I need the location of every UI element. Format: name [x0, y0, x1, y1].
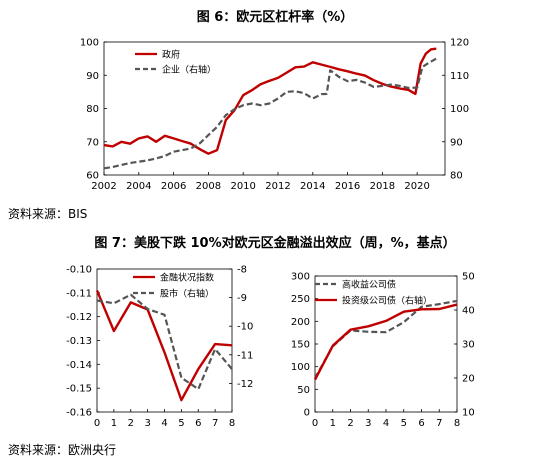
- fig7b-y-right-tick-label: 50: [462, 272, 475, 283]
- fig6-x-tick-label: 2010: [230, 181, 255, 192]
- fig7b-legend-label-0: 高收益公司债: [342, 279, 396, 291]
- fig7b-x-tick-label: 5: [401, 418, 407, 429]
- fig6-plot-frame: [103, 41, 446, 176]
- fig7b-x-tick-label: 7: [436, 418, 442, 429]
- fig6-y-left-tick-label: 60: [86, 171, 99, 182]
- fig7a-y-right-tick-label: -10: [237, 322, 253, 333]
- fig7a-series-line-0: [95, 289, 233, 402]
- fig6-legend-label-0: 政府: [162, 49, 180, 61]
- fig6-x-tick-label: 2012: [265, 181, 290, 192]
- figure7-source: 资料来源：欧洲央行: [8, 443, 117, 457]
- fig6-x-tick-label: 2004: [126, 181, 151, 192]
- fig7a-legend-label-0: 金融状况指数: [160, 272, 214, 284]
- fig7b-y-right-tick-label: 40: [462, 306, 475, 317]
- fig6-y-left-tick-label: 70: [86, 137, 99, 148]
- fig6-series-line-1: [103, 57, 437, 170]
- fig7b-y-right-tick-label: 20: [462, 374, 475, 385]
- fig6-x-tick-label: 2018: [370, 181, 395, 192]
- fig6-x-tick-label: 2008: [196, 181, 221, 192]
- fig7a-y-left-tick-label: -0.15: [66, 384, 92, 395]
- fig6-series-line-0: [103, 47, 437, 155]
- fig6-y-right-tick-label: 80: [450, 171, 463, 182]
- fig7a-legend-label-1: 股市（右轴）: [160, 288, 214, 300]
- fig6-y-left-tick-label: 80: [86, 104, 99, 115]
- figure7-title: 图 7：美股下跌 10%对欧元区金融溢出效应（周，%，基点）: [94, 236, 456, 251]
- fig6-y-right-tick-label: 120: [450, 38, 469, 49]
- fig6-legend-label-1: 企业（右轴）: [162, 64, 216, 76]
- fig7a-y-right-tick-label: -11: [237, 350, 253, 361]
- fig7b-x-tick-label: 8: [454, 418, 460, 429]
- fig6-x-tick-label: 2002: [91, 181, 116, 192]
- fig7b-y-left-tick-label: 300: [291, 272, 310, 283]
- fig7b-y-left-tick-label: 150: [291, 340, 310, 351]
- fig7a-y-right-tick-label: -8: [237, 265, 247, 276]
- fig7b-y-left-tick-label: 200: [291, 317, 310, 328]
- fig7a-series-line-1: [96, 293, 233, 391]
- fig7b-legend-label-1: 投资级公司债（右轴）: [342, 295, 432, 307]
- fig7b-y-left-tick-label: 50: [297, 385, 310, 396]
- fig7a-y-left-tick-label: -0.16: [66, 408, 92, 419]
- fig7a-x-tick-label: 7: [212, 418, 218, 429]
- fig7b-x-tick-label: 3: [365, 418, 371, 429]
- fig6-y-right-tick-label: 110: [450, 71, 469, 82]
- fig7b-y-right-tick-label: 30: [462, 340, 475, 351]
- fig6-x-tick-label: 2006: [161, 181, 186, 192]
- fig6-y-right-tick-label: 100: [450, 104, 469, 115]
- fig6-x-tick-label: 2020: [404, 181, 429, 192]
- fig6-y-left-tick-label: 100: [80, 38, 99, 49]
- fig7b-x-tick-label: 1: [330, 418, 336, 429]
- fig7a-y-left-tick-label: -0.14: [66, 360, 92, 371]
- figure6-title: 图 6：欧元区杠杆率（%）: [196, 10, 354, 25]
- fig7a-y-left-tick-label: -0.10: [66, 265, 92, 276]
- fig7a-y-right-tick-label: -9: [237, 293, 247, 304]
- figure6-chart: 60 70 80 90 100 80 90 100 110 120 2002 2004 2006 2008…: [80, 38, 469, 193]
- fig6-x-tick-label: 2014: [300, 181, 325, 192]
- fig7b-x-tick-label: 2: [347, 418, 353, 429]
- fig7a-x-tick-label: 1: [111, 418, 117, 429]
- fig7b-x-tick-label: 0: [312, 418, 318, 429]
- fig7b-y-right-tick-label: 10: [462, 408, 475, 419]
- fig7a-x-tick-label: 2: [128, 418, 134, 429]
- fig7a-x-tick-label: 4: [161, 418, 167, 429]
- fig7b-x-tick-label: 4: [383, 418, 389, 429]
- fig7a-y-left-tick-label: -0.13: [66, 336, 92, 347]
- fig6-y-right-tick-label: 90: [450, 137, 463, 148]
- fig7a-x-tick-label: 6: [195, 418, 201, 429]
- fig7b-y-left-tick-label: 250: [291, 294, 310, 305]
- fig7a-x-tick-label: 0: [94, 418, 100, 429]
- fig7a-y-left-tick-label: -0.12: [66, 312, 92, 323]
- fig7a-x-tick-label: 8: [229, 418, 235, 429]
- figure7-left-chart: -0.10 -0.11 -0.12 -0.13 -0.14 -0.15 -0.16 -8 -9 -…: [66, 265, 253, 430]
- fig7a-y-right-tick-label: -12: [237, 379, 253, 390]
- fig7b-y-left-tick-label: 0: [304, 408, 310, 419]
- fig6-x-tick-label: 2016: [335, 181, 360, 192]
- figure6-source: 资料来源：BIS: [8, 207, 88, 221]
- fig6-y-left-tick-label: 90: [86, 71, 99, 82]
- fig7b-x-tick-label: 6: [418, 418, 424, 429]
- fig7a-x-tick-label: 5: [178, 418, 184, 429]
- fig7a-y-left-tick-label: -0.11: [66, 288, 92, 299]
- fig7b-series-line-0: [314, 299, 458, 379]
- fig7a-x-tick-label: 3: [144, 418, 150, 429]
- fig7b-series-line-1: [313, 303, 458, 381]
- fig7b-y-left-tick-label: 100: [291, 362, 310, 373]
